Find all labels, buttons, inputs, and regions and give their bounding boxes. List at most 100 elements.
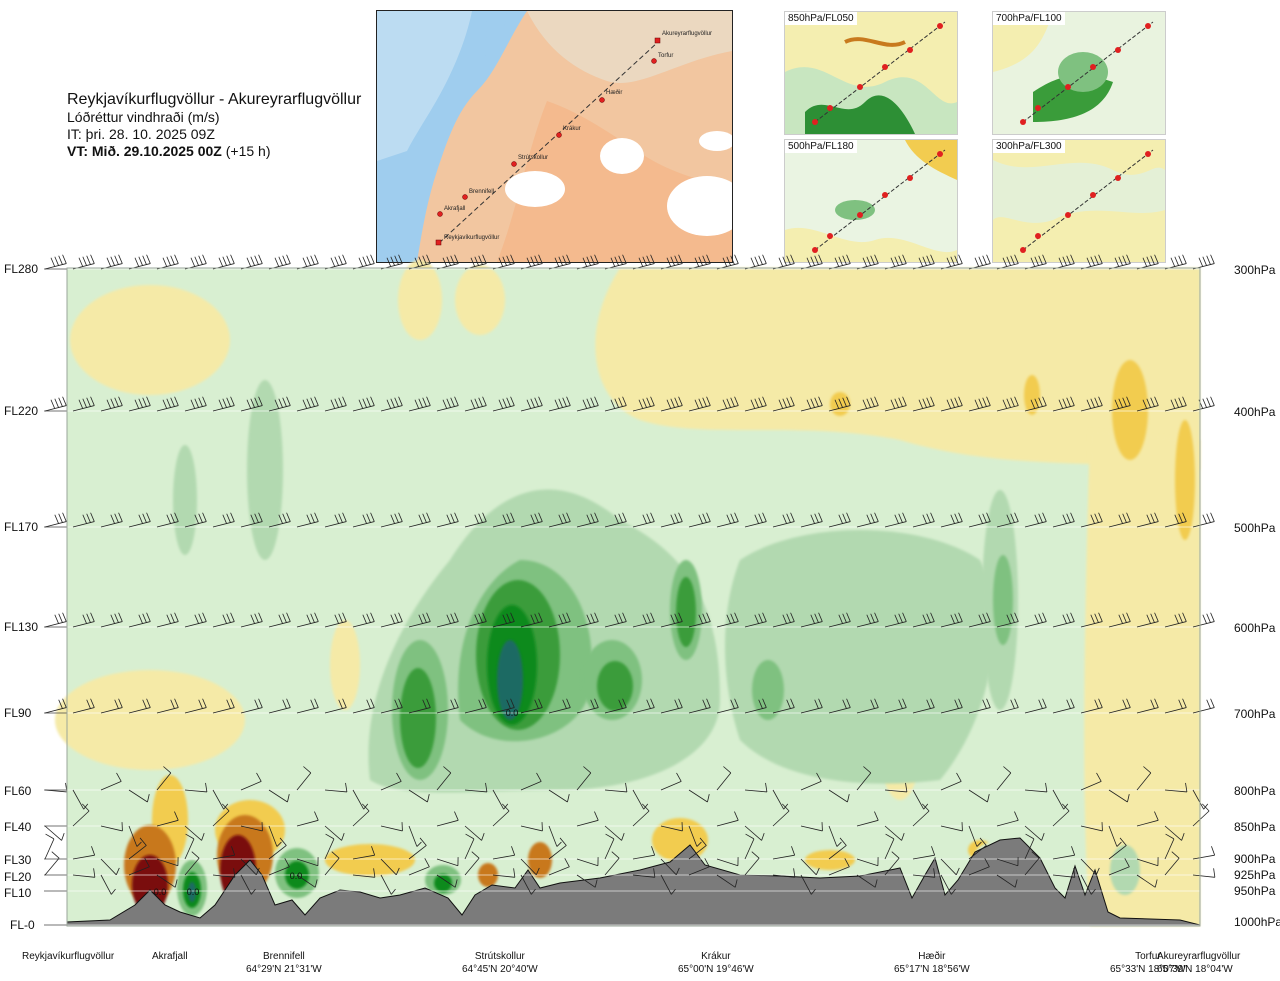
wind-barb bbox=[576, 857, 599, 867]
wind-barb bbox=[296, 698, 319, 714]
wind-barb bbox=[268, 789, 290, 803]
wind-barb bbox=[464, 396, 487, 412]
wind-barb bbox=[884, 254, 907, 270]
wind-barb bbox=[212, 396, 235, 412]
wind-barb bbox=[1136, 612, 1159, 628]
wind-barb bbox=[884, 825, 905, 841]
pressure-label: 925hPa bbox=[1234, 868, 1276, 882]
wind-barb bbox=[1052, 803, 1070, 827]
field-very-strong-down bbox=[434, 874, 452, 892]
wind-barb bbox=[436, 698, 459, 714]
wind-barb bbox=[912, 254, 935, 270]
level-map-500-graphic bbox=[785, 140, 957, 262]
wind-barb bbox=[72, 396, 95, 412]
fl-label: FL40 bbox=[4, 820, 32, 834]
wind-barb bbox=[856, 512, 879, 528]
waypoint-coord: 65°17'N 18°56'W bbox=[894, 964, 970, 975]
level-map-500[interactable]: 500hPa/FL180 bbox=[784, 139, 958, 263]
wind-barb bbox=[352, 789, 369, 810]
wind-barb bbox=[940, 698, 963, 714]
pressure-label: 700hPa bbox=[1234, 707, 1276, 721]
wind-barb bbox=[856, 874, 878, 888]
wind-barb bbox=[660, 396, 683, 412]
wind-barb bbox=[1024, 782, 1048, 793]
wind-barb bbox=[212, 868, 236, 878]
wind-barb bbox=[184, 612, 207, 628]
field-extreme-down bbox=[497, 640, 523, 720]
field-weak-up bbox=[830, 392, 850, 416]
wind-barb bbox=[324, 512, 347, 528]
waypoint-name: Strútskollur bbox=[474, 951, 525, 962]
wind-barb bbox=[1108, 789, 1130, 803]
wind-barb bbox=[268, 858, 290, 876]
wind-barb bbox=[72, 698, 95, 714]
wind-barb bbox=[688, 825, 702, 847]
wind-barb bbox=[492, 868, 516, 878]
wind-barb bbox=[492, 254, 515, 270]
wind-barb bbox=[268, 837, 287, 860]
contour-label: 0.0 bbox=[506, 708, 519, 718]
wind-barb bbox=[800, 822, 823, 832]
wind-barb bbox=[72, 254, 95, 270]
level-map-700[interactable]: 700hPa/FL100 bbox=[992, 11, 1166, 135]
wind-barb bbox=[324, 396, 347, 412]
wind-barb bbox=[940, 612, 963, 628]
wind-barb bbox=[828, 789, 850, 803]
wind-barb bbox=[520, 772, 542, 791]
plot-frame bbox=[66, 267, 1201, 927]
wind-barb bbox=[1080, 612, 1103, 628]
wind-barb bbox=[1136, 811, 1159, 827]
wind-barb bbox=[1136, 857, 1159, 867]
wind-barb bbox=[1192, 868, 1216, 878]
wind-barb bbox=[968, 612, 991, 628]
pressure-label: 1000hPa bbox=[1234, 915, 1280, 929]
wind-barb bbox=[688, 789, 710, 803]
wind-barb bbox=[492, 612, 515, 628]
wind-barb bbox=[1192, 698, 1215, 714]
level-map-300[interactable]: 300hPa/FL300 bbox=[992, 139, 1166, 263]
wind-barb bbox=[884, 782, 908, 793]
wind-barb bbox=[352, 846, 376, 860]
wind-barb bbox=[72, 512, 95, 528]
waypoint-label: Akrafjall bbox=[152, 950, 188, 963]
wind-barb bbox=[1024, 833, 1035, 860]
wind-barb bbox=[912, 868, 936, 878]
field-weak-up bbox=[805, 850, 855, 870]
wind-barb bbox=[408, 698, 431, 714]
wind-barb bbox=[912, 512, 935, 528]
wind-barb bbox=[156, 811, 179, 827]
wind-barb bbox=[100, 822, 123, 832]
wind-barb bbox=[828, 858, 850, 876]
wind-barb bbox=[744, 782, 768, 793]
waypoint-coord: 64°45'N 20°40'W bbox=[462, 964, 538, 975]
level-map-850[interactable]: 850hPa/FL050 bbox=[784, 11, 958, 135]
wind-barb bbox=[716, 612, 739, 628]
fl-label: FL30 bbox=[4, 853, 32, 867]
waypoint-name: Brennifell bbox=[263, 951, 305, 962]
wind-barb bbox=[324, 851, 340, 876]
wind-barb bbox=[660, 858, 680, 876]
wind-barb bbox=[436, 396, 459, 412]
wind-barb bbox=[1024, 612, 1047, 628]
wind-barb bbox=[324, 698, 347, 714]
route-map: Akureyrarflugvöllur Torfur Hæðir Krákur … bbox=[376, 10, 733, 263]
wind-barb bbox=[996, 396, 1019, 412]
pressure-label: 900hPa bbox=[1234, 852, 1276, 866]
wind-barb bbox=[240, 396, 263, 412]
wind-barb bbox=[324, 833, 335, 860]
wind-barb bbox=[1080, 858, 1100, 876]
wind-barb bbox=[968, 698, 991, 714]
wind-barb bbox=[184, 698, 207, 714]
wind-barb bbox=[296, 612, 319, 628]
wind-barb bbox=[1164, 512, 1187, 528]
wind-barb bbox=[1164, 782, 1188, 793]
wind-barb bbox=[1164, 698, 1187, 714]
wind-barb bbox=[884, 833, 895, 860]
wind-barb bbox=[576, 254, 599, 270]
wind-barb bbox=[240, 858, 260, 876]
wind-barb bbox=[884, 698, 907, 714]
chart-title-block: Reykjavíkurflugvöllur - Akureyrarflugvöl… bbox=[67, 90, 361, 160]
wind-barb bbox=[184, 833, 195, 860]
wind-barb bbox=[996, 254, 1019, 270]
wind-barb bbox=[940, 874, 956, 895]
